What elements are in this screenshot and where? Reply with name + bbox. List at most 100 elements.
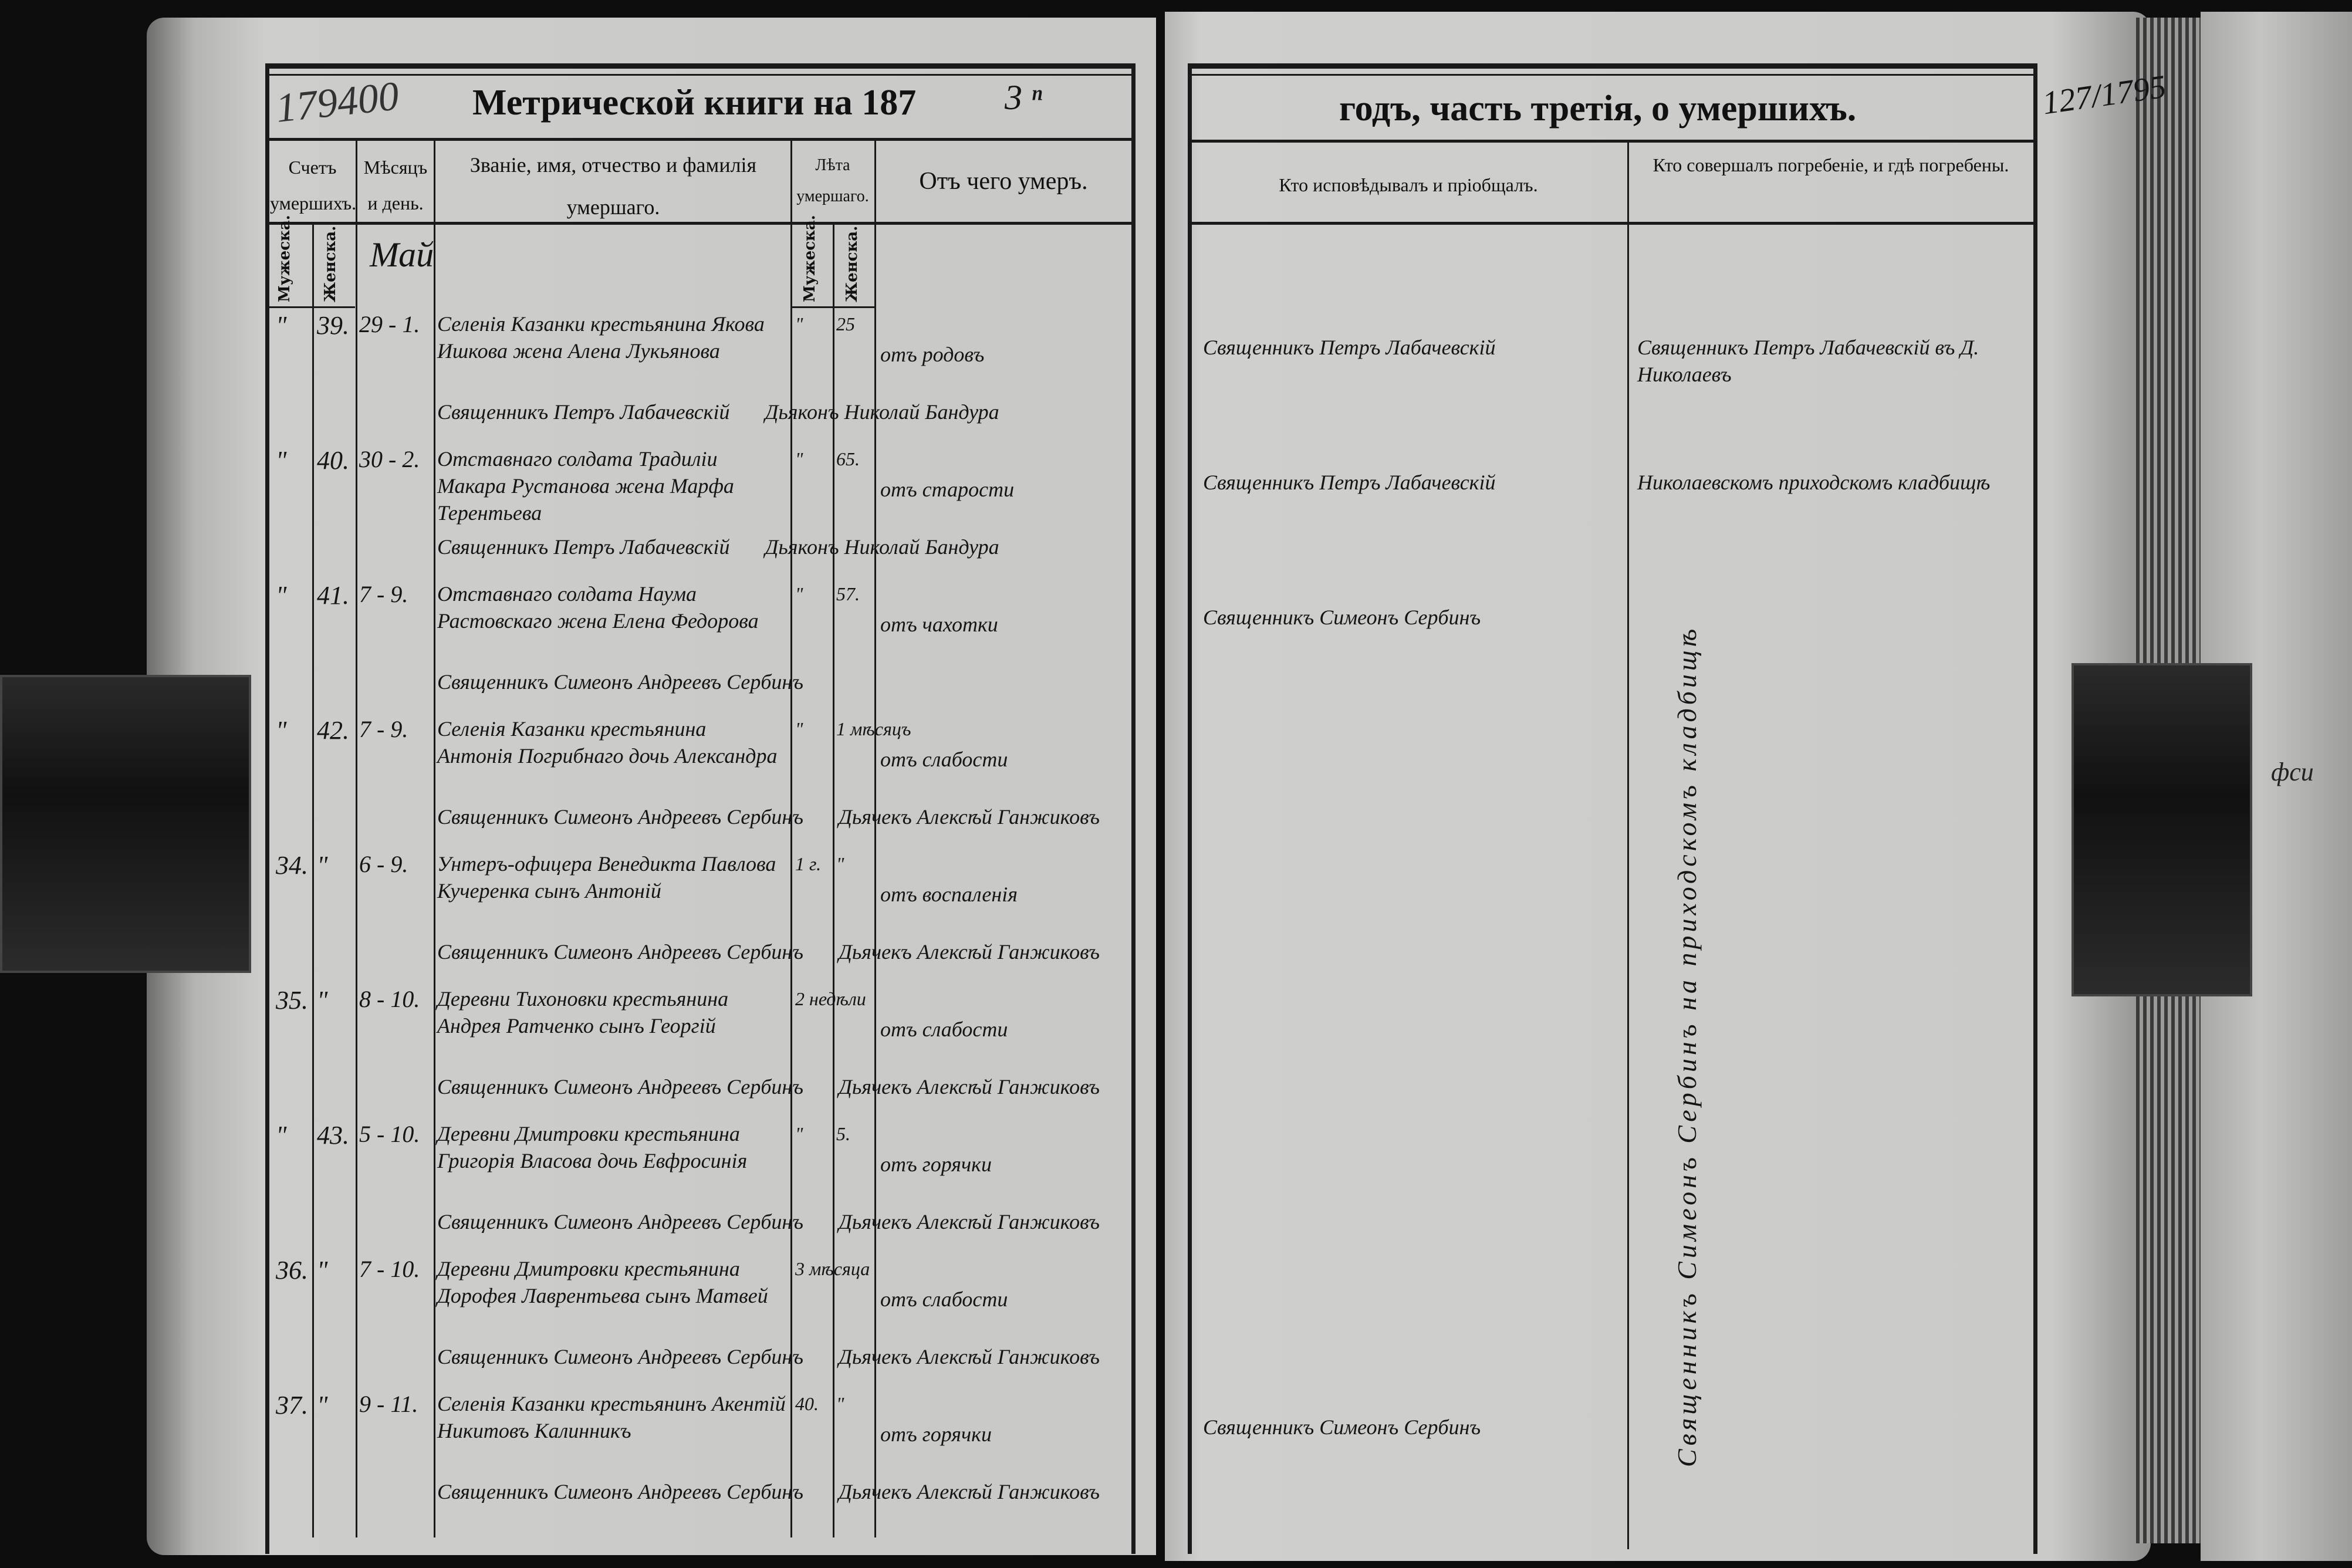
entry-signature-priest: Священникъ Симеонъ Андреевъ Сербинъ <box>437 1210 803 1234</box>
entry-male-count: " <box>276 716 287 745</box>
entry-female-count: 42. <box>317 716 349 745</box>
entry-name: Селенія Казанки крестьянина Якова Ишкова… <box>437 312 765 363</box>
entry-date: 6 - 9. <box>359 851 408 877</box>
entry-confessor: Священникъ Петръ Лабачевскій <box>1203 336 1496 359</box>
entry-name: Отставнаго солдата Традиліи Макара Руста… <box>437 447 734 525</box>
entry-signature-priest: Священникъ Симеонъ Андреевъ Сербинъ <box>437 940 803 964</box>
frame-left <box>265 63 269 1554</box>
subhead-rule <box>267 306 355 308</box>
entry-signatures: Священникъ Симеонъ Андреевъ Сербинъ Дьяче… <box>437 1073 1100 1100</box>
entry-date: 5 - 10. <box>359 1121 420 1147</box>
book-clip-left <box>0 675 251 973</box>
age-male-subheader: Мужеска. <box>801 215 819 302</box>
entry-female-count: 43. <box>317 1121 349 1150</box>
col-confessor-header: Кто исповѣдывалъ и пріобщалъ. <box>1279 174 1538 195</box>
col-divider <box>1627 141 1629 1549</box>
entry-signatures: Священникъ Симеонъ Андреевъ Сербинъ Дьяче… <box>437 1478 1100 1505</box>
subhead-rule <box>790 306 874 308</box>
entry-signatures: Священникъ Симеонъ Андреевъ Сербинъ <box>437 668 839 695</box>
entry-age-female: 57. <box>836 583 860 604</box>
entry-date: 7 - 9. <box>359 716 408 742</box>
entry-age-male: " <box>795 448 803 469</box>
entry-female-count: " <box>317 1256 328 1285</box>
entry-cause: отъ горячки <box>880 1422 992 1446</box>
entry-age-male: " <box>795 1123 803 1144</box>
entry-signature-priest: Священникъ Симеонъ Андреевъ Сербинъ <box>437 805 803 829</box>
month-label: Май <box>370 235 434 274</box>
entry-age-female: 65. <box>836 448 860 469</box>
entry-signature-priest: Священникъ Петръ Лабачевскій <box>437 400 730 424</box>
col-age-header: Лѣта умершаго. <box>796 156 869 206</box>
entry-male-count: " <box>276 311 287 340</box>
entry-confessor: Священникъ Симеонъ Сербинъ <box>1203 1415 1481 1439</box>
entry-name: Селенія Казанки крестьянина Антонія Погр… <box>437 717 778 768</box>
entry-date: 7 - 10. <box>359 1256 420 1282</box>
col-burial-header: Кто совершалъ погребеніе, и гдѣ погребен… <box>1653 154 2009 175</box>
col-divider <box>356 138 357 1537</box>
entry-age-female: " <box>836 853 844 874</box>
year-suffix: 3 ⁿ <box>1005 78 1042 117</box>
entry-name: Деревни Тихоновки крестьянина Андрея Рат… <box>437 987 729 1038</box>
entry-date: 9 - 11. <box>359 1391 418 1417</box>
entry-signature-deacon: Дьячекъ Алексѣй Ганжиковъ <box>838 1345 1100 1368</box>
entry-cause: отъ слабости <box>880 1018 1008 1041</box>
top-rule-right-thin <box>1189 74 2037 76</box>
entry-cause: отъ родовъ <box>880 343 985 366</box>
entry-female-count: 41. <box>317 581 349 610</box>
header-rule-left <box>267 138 1136 141</box>
entry-cause: отъ слабости <box>880 748 1008 771</box>
left-page <box>147 18 1156 1555</box>
entry-name: Отставнаго солдата Наума Растовскаго жен… <box>437 582 759 633</box>
entry-male-count: " <box>276 1121 287 1150</box>
entry-male-count: 34. <box>276 851 308 880</box>
female-subheader: Женска. <box>322 225 339 302</box>
frame-right <box>2033 63 2037 1554</box>
entry-cause: отъ горячки <box>880 1153 992 1176</box>
entry-age-female: " <box>836 1393 844 1414</box>
entry-female-count: " <box>317 986 328 1015</box>
entry-female-count: " <box>317 851 328 880</box>
entry-name: Селенія Казанки крестьянинъ Акентій Ники… <box>437 1392 786 1442</box>
top-rule-right <box>1189 63 2037 69</box>
entry-signature-deacon: Дьячекъ Алексѣй Ганжиковъ <box>838 1075 1100 1099</box>
top-rule-left-thin <box>267 74 1136 76</box>
entry-female-count: 40. <box>317 446 349 475</box>
entry-date: 29 - 1. <box>359 311 420 337</box>
col-divider <box>312 223 314 1537</box>
entry-age-male: " <box>795 313 803 334</box>
entry-age-female: 1 мѣсяцъ <box>836 718 911 739</box>
entry-signature-priest: Священникъ Симеонъ Андреевъ Сербинъ <box>437 1480 803 1503</box>
entry-age-male: 3 мѣсяца <box>795 1258 870 1279</box>
colhead-rule-right <box>1189 222 2037 225</box>
col-name-header: Званіе, имя, отчество и фамилія умершаго… <box>469 153 757 219</box>
entry-date: 7 - 9. <box>359 581 408 607</box>
entry-age-male: 1 г. <box>795 853 822 874</box>
col-divider <box>434 138 435 1537</box>
entry-cause: отъ слабости <box>880 1287 1008 1311</box>
entry-age-male: 2 недѣли <box>795 988 866 1009</box>
entry-male-count: " <box>276 446 287 475</box>
entry-male-count: 35. <box>276 986 308 1015</box>
page-title-right: годъ, часть третія, о умершихъ. <box>1339 89 1857 129</box>
frame-left-right-page <box>1188 63 1192 1554</box>
col-count-header: Счетъ умершихъ. <box>270 157 357 214</box>
entry-signature-deacon: Дьяконъ Николай Бандура <box>765 535 999 559</box>
entry-signature-priest: Священникъ Симеонъ Андреевъ Сербинъ <box>437 1345 803 1368</box>
colhead-rule-left <box>267 222 1136 225</box>
entry-male-count: 37. <box>276 1391 308 1420</box>
entry-signature-priest: Священникъ Симеонъ Андреевъ Сербинъ <box>437 1075 803 1099</box>
right-page <box>1165 12 2151 1561</box>
burial-vertical-note: Священникъ Симеонъ Сербинъ на приходском… <box>1672 625 1702 1467</box>
entry-signature-deacon: Дьячекъ Алексѣй Ганжиковъ <box>838 940 1100 964</box>
entry-cause: отъ чахотки <box>880 613 998 636</box>
entry-age-male: 40. <box>795 1393 819 1414</box>
entry-cause: отъ воспаленія <box>880 883 1018 906</box>
entry-burial: Николаевскомъ приходскомъ кладбищѣ <box>1637 471 1991 494</box>
entry-name: Деревни Дмитровки крестьянина Дорофея Ла… <box>437 1257 768 1307</box>
col-divider <box>874 138 876 1537</box>
entry-date: 8 - 10. <box>359 986 420 1012</box>
entry-age-male: " <box>795 583 803 604</box>
header-rule-right <box>1189 140 2037 143</box>
entry-name: Деревни Дмитровки крестьянина Григорія В… <box>437 1122 748 1172</box>
entry-female-count: 39. <box>317 311 349 340</box>
